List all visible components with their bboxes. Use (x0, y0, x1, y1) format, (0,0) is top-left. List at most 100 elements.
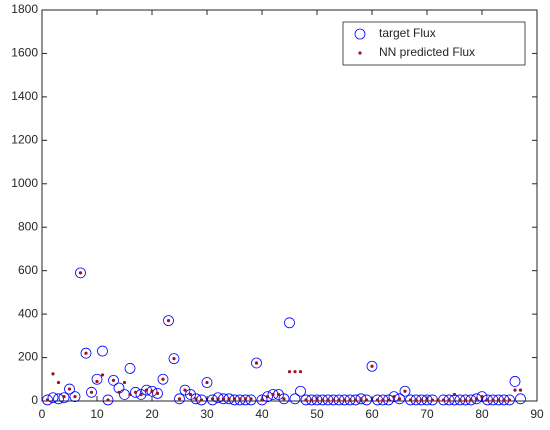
point (430, 398, 435, 402)
point (185, 389, 196, 400)
point (364, 398, 369, 402)
point (485, 398, 490, 402)
point (392, 395, 396, 399)
legend-box (342, 21, 526, 66)
point (447, 398, 451, 402)
point (436, 398, 440, 402)
point (163, 315, 174, 327)
point (53, 393, 64, 405)
point (256, 394, 268, 406)
point (370, 364, 374, 368)
point (95, 379, 99, 384)
y-tick-label: 1400 (11, 89, 38, 103)
point (463, 398, 468, 402)
point (403, 389, 407, 393)
point (84, 351, 88, 355)
y-tick-label: 400 (18, 306, 38, 320)
point (155, 391, 160, 395)
y-tick-label: 200 (18, 350, 38, 364)
point (278, 393, 290, 405)
point (271, 392, 275, 397)
point (408, 398, 413, 402)
point (441, 398, 446, 402)
point (64, 383, 75, 395)
point (227, 397, 231, 401)
legend-label: target Flux (379, 26, 436, 40)
point (172, 357, 176, 361)
point (282, 397, 286, 401)
point (152, 387, 163, 399)
point (100, 373, 105, 377)
point (513, 388, 517, 392)
point (449, 394, 460, 406)
point (399, 385, 411, 397)
point (108, 374, 119, 386)
point (199, 398, 204, 402)
point (166, 319, 171, 323)
point (243, 397, 248, 401)
plot-frame (41, 9, 538, 402)
point (293, 370, 297, 374)
point (452, 392, 457, 397)
y-tick-label: 1200 (11, 133, 38, 147)
point (469, 398, 473, 402)
point (221, 397, 226, 401)
point (42, 394, 53, 406)
point (254, 361, 259, 365)
point (386, 398, 391, 402)
point (174, 393, 185, 405)
point (353, 398, 358, 402)
point (388, 391, 400, 403)
point (144, 388, 149, 392)
x-tick-label: 20 (145, 407, 159, 421)
point (56, 380, 61, 385)
point (320, 398, 325, 402)
point (67, 387, 72, 391)
point (89, 390, 94, 394)
point (375, 398, 380, 402)
point (210, 397, 215, 401)
point (397, 397, 402, 401)
point (480, 395, 484, 399)
point (111, 378, 116, 382)
y-tick-label: 600 (18, 263, 38, 277)
point (348, 398, 352, 402)
x-tick-label: 70 (420, 407, 434, 421)
x-tick-label: 40 (255, 407, 269, 421)
x-tick-label: 10 (90, 407, 104, 421)
point (216, 397, 220, 401)
point (58, 392, 70, 404)
point (304, 398, 308, 402)
point (133, 390, 138, 394)
point (238, 397, 242, 401)
point (419, 398, 424, 402)
point (507, 398, 512, 402)
point (47, 392, 59, 404)
point (117, 390, 121, 394)
point (276, 392, 281, 397)
point (394, 393, 405, 405)
point (342, 398, 347, 402)
point (474, 397, 479, 401)
legend-marker (354, 28, 366, 40)
point (309, 398, 314, 402)
x-tick-label: 90 (530, 407, 544, 421)
point (476, 391, 488, 403)
point (414, 398, 418, 402)
point (366, 360, 378, 372)
point (157, 373, 169, 385)
y-tick-label: 1800 (11, 2, 38, 16)
point (201, 377, 213, 388)
point (73, 395, 77, 399)
point (518, 388, 523, 392)
point (289, 393, 301, 405)
point (295, 385, 306, 397)
point (284, 317, 295, 329)
y-tick-label: 1600 (11, 46, 38, 60)
point (183, 388, 187, 392)
point (509, 376, 521, 387)
point (102, 394, 114, 406)
point (381, 398, 385, 402)
